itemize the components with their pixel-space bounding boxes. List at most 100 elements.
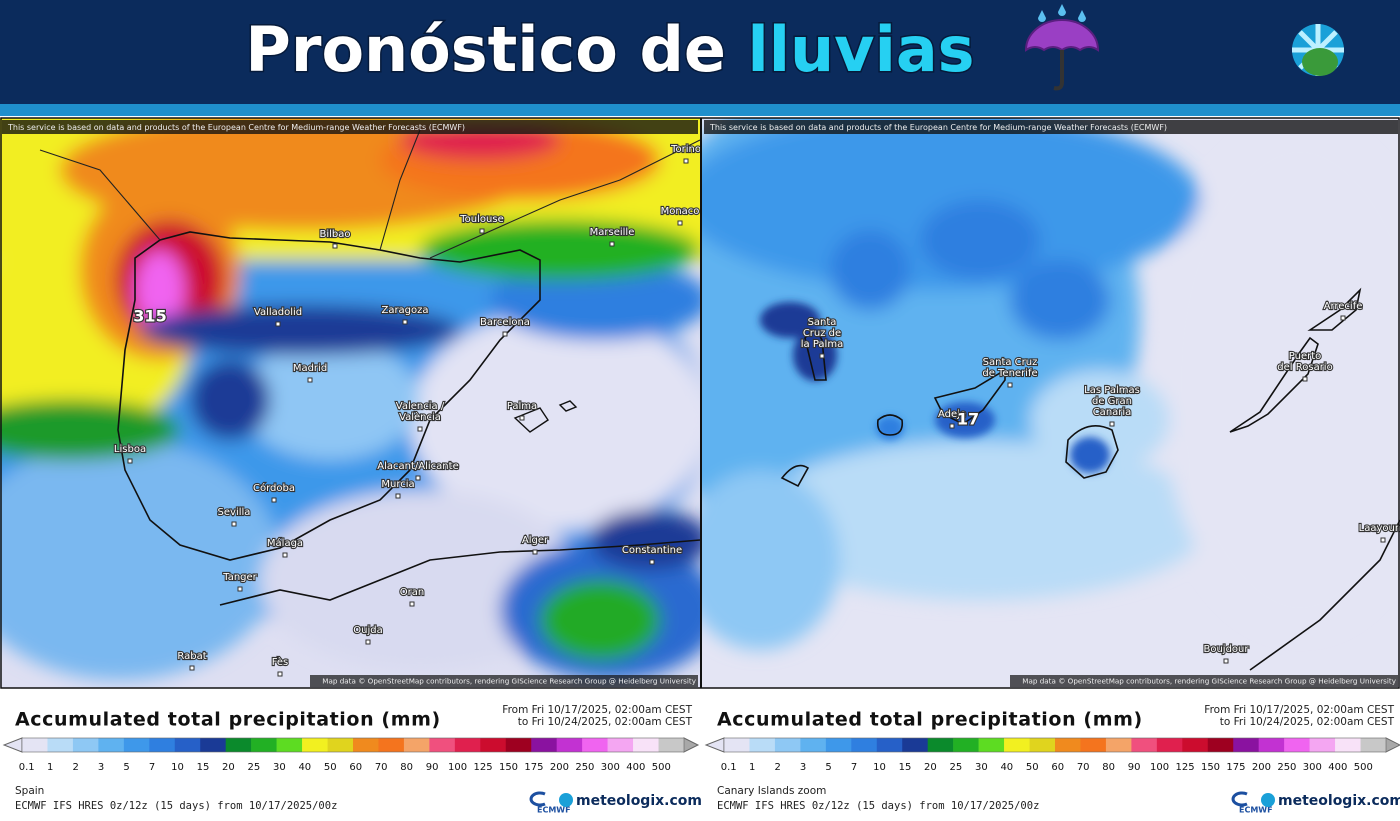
city-dot [415, 475, 421, 481]
map-shape [750, 440, 1210, 600]
city-dot [479, 228, 485, 234]
city-label: Toulouse [459, 214, 503, 225]
legend-tick: 5 [123, 762, 129, 773]
city-dot [402, 319, 408, 325]
date-to: to Fri 10/24/2025, 02:00am CEST [1220, 716, 1395, 728]
ecmwf-mark [529, 791, 546, 807]
colorbar-cell [927, 738, 954, 752]
colorbar-cell [902, 738, 928, 752]
map-shape [513, 400, 578, 433]
colorbar-cell [825, 738, 852, 752]
legend-tick: 25 [950, 762, 963, 773]
colorbar-cell [1105, 738, 1132, 752]
title-highlight: lluvias [748, 13, 975, 86]
colorbar-cell [1055, 738, 1081, 752]
legend-tick: 0.1 [721, 762, 737, 773]
legend-tick: 7 [149, 762, 155, 773]
legend-tick: 2 [72, 762, 78, 773]
map-shape [1070, 437, 1110, 473]
legend-title: Accumulated total precipitation (mm) [717, 709, 1143, 731]
map-shape [219, 539, 700, 606]
map-frame [0, 117, 1400, 689]
legend-tick: 300 [1303, 762, 1322, 773]
legend-tick: 100 [1150, 762, 1169, 773]
colorbar-cell [851, 738, 878, 752]
city-label: Santa [808, 317, 837, 328]
colorbar-cell [876, 738, 903, 752]
legend-tick: 20 [222, 762, 235, 773]
city-label: Cruz de [803, 328, 841, 339]
city-dot [1340, 315, 1346, 321]
colorbar-cell [607, 738, 634, 752]
map-shape [1030, 370, 1170, 470]
colorbar-cell [225, 738, 252, 752]
attribution-bar [2, 120, 698, 134]
city-label: Fès [272, 656, 289, 668]
legend-tick: 1 [749, 762, 755, 773]
city-dot [409, 601, 415, 607]
map-shape [140, 305, 460, 355]
credit-bar [310, 675, 698, 687]
city-dot [189, 665, 195, 671]
colorbar-cell [1360, 738, 1387, 752]
city-dot [231, 521, 237, 527]
city-label: València [399, 411, 441, 423]
model-run: ECMWF IFS HRES 0z/12z (15 days) from 10/… [717, 800, 1039, 812]
city-label: del Rosario [1277, 362, 1332, 373]
city-label: Valladolid [254, 307, 302, 318]
colorbar-cell [582, 738, 608, 752]
legend-tick: 7 [851, 762, 857, 773]
colorbar-cell [633, 738, 659, 752]
map-shape [1302, 48, 1338, 76]
city-label: Alacant/Alicante [377, 461, 458, 472]
map-shape [830, 230, 910, 310]
region: Canary Islands zoom [717, 785, 826, 797]
colorbar-cell [749, 738, 776, 752]
header-stripe [0, 104, 1400, 116]
legend-tick: 15 [197, 762, 210, 773]
attribution: This service is based on data and produc… [7, 123, 465, 132]
colorbar-cell [1284, 738, 1310, 752]
map-shape [1038, 4, 1086, 22]
city-label: Oran [400, 587, 424, 598]
legend-tick: 500 [652, 762, 671, 773]
colorbar-cell [276, 738, 303, 752]
city-dot [417, 426, 423, 432]
city-label: Bilbao [319, 229, 350, 240]
legend-tick: 70 [375, 762, 388, 773]
city-dot [275, 321, 281, 327]
map-shape [117, 231, 541, 561]
city-dot [1223, 658, 1229, 664]
legend-tick: 10 [873, 762, 886, 773]
city-dot [271, 497, 277, 503]
map-shape [1010, 260, 1110, 340]
colorbar-cell [1335, 738, 1361, 752]
colorbar-cell [724, 738, 750, 752]
map-shape [490, 260, 700, 340]
legend-tick: 30 [975, 762, 988, 773]
map-shape [702, 118, 1200, 290]
map-shape [0, 118, 700, 680]
colorbar-cell [429, 738, 456, 752]
map-shape [410, 310, 700, 530]
city-dot [282, 552, 288, 558]
city-label: Valencia / [396, 401, 445, 412]
colorbar-cell [98, 738, 125, 752]
colorbar-cell [505, 738, 532, 752]
city-dot [332, 243, 338, 249]
colorbar-cell [1309, 738, 1336, 752]
colorbar-cell [200, 738, 226, 752]
map-shape [190, 360, 270, 440]
colorbar-cell [454, 738, 481, 752]
colorbar-cell [72, 738, 99, 752]
legend-tick: 80 [400, 762, 413, 773]
city-label: Tanger [222, 572, 257, 583]
map-shape [935, 402, 995, 438]
legend-tick: 3 [98, 762, 104, 773]
legend-tick: 50 [324, 762, 337, 773]
legend-tick: 125 [1175, 762, 1194, 773]
legend-tick: 5 [825, 762, 831, 773]
page-title: Pronóstico de lluvias [245, 13, 974, 86]
legend-tick: 0.1 [19, 762, 35, 773]
city-dot [395, 493, 401, 499]
